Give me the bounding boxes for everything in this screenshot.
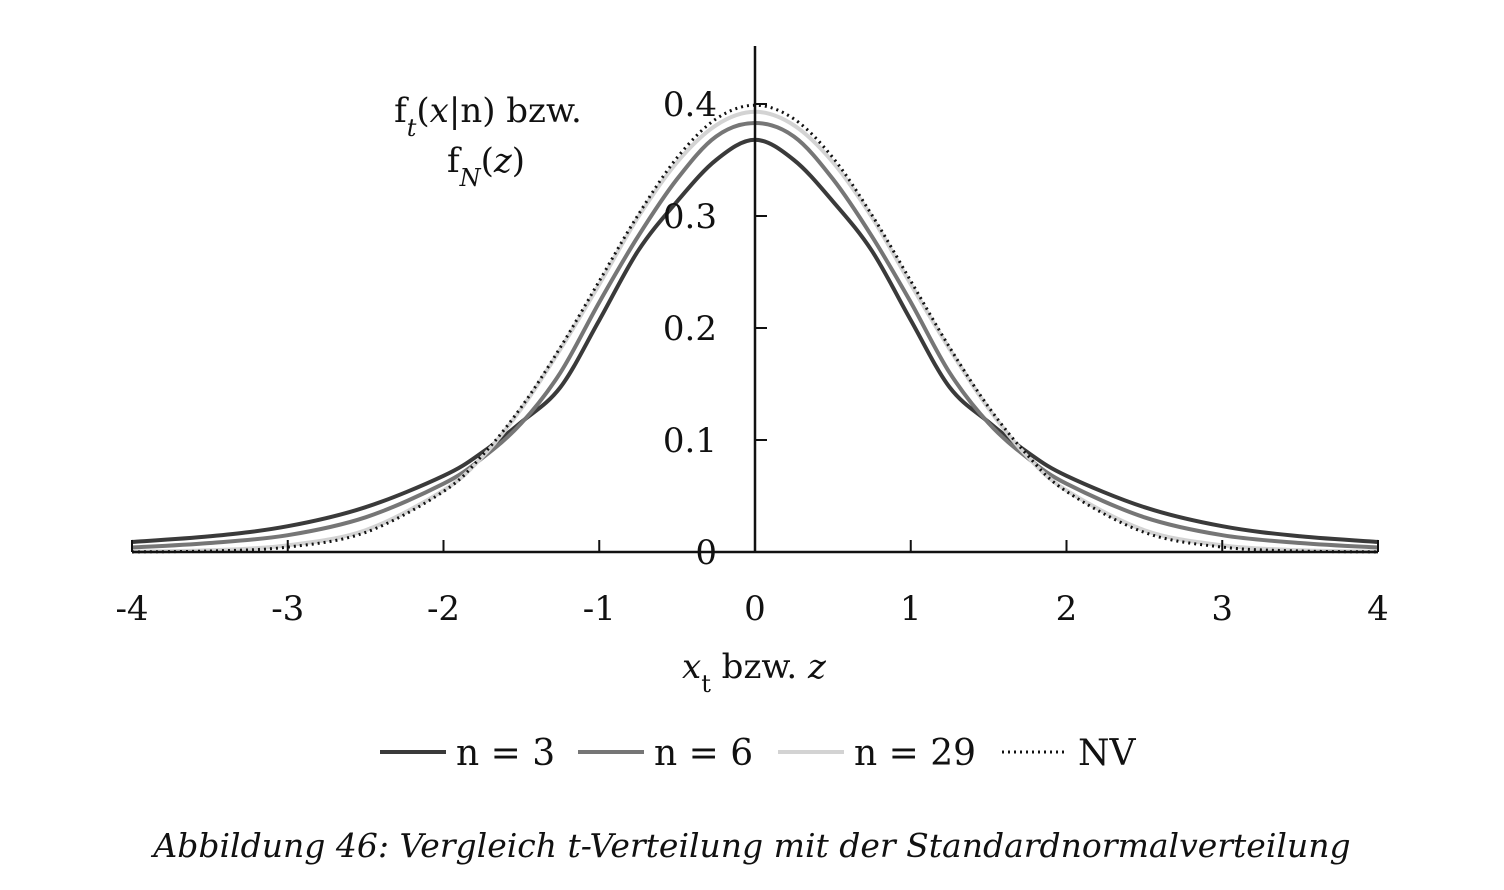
svg-text:fN(z): fN(z) xyxy=(447,141,525,192)
y-axis-title: ft(x|n) bzw. fN(z) xyxy=(394,91,582,192)
labels-layer: -4 -3 -2 -1 0 1 2 3 4 0 0.1 0.2 0.3 0.4 xyxy=(115,85,1388,629)
legend-label-1: n = 6 xyxy=(654,733,753,774)
x-tick-label-7: 3 xyxy=(1211,589,1233,629)
chart: -4 -3 -2 -1 0 1 2 3 4 0 0.1 0.2 0.3 0.4 ft(x|n) bzw. … xyxy=(115,46,1389,774)
x-tick-label-1: -3 xyxy=(271,589,304,629)
x-tick-label-2: -2 xyxy=(427,589,460,629)
x-tick-label-6: 2 xyxy=(1056,589,1078,629)
legend-label-0: n = 3 xyxy=(456,733,555,774)
x-tick-label-5: 1 xyxy=(900,589,922,629)
x-tick-label-4: 0 xyxy=(744,589,766,629)
y-tick-label-3: 0.3 xyxy=(663,197,717,237)
svg-text:xt bzw. z: xt bzw. z xyxy=(682,647,827,698)
x-tick-label-8: 4 xyxy=(1367,589,1389,629)
legend: n = 3 n = 6 n = 29 NV xyxy=(380,733,1137,774)
y-tick-label-2: 0.2 xyxy=(663,309,717,349)
x-tick-label-3: -1 xyxy=(583,589,616,629)
axes-layer xyxy=(131,46,1379,554)
legend-label-2: n = 29 xyxy=(854,733,976,774)
y-tick-label-0: 0 xyxy=(695,533,717,573)
x-tick-label-0: -4 xyxy=(115,589,148,629)
svg-text:ft(x|n) bzw.: ft(x|n) bzw. xyxy=(394,91,582,142)
legend-label-3: NV xyxy=(1078,733,1137,774)
series-line-3 xyxy=(131,103,1379,554)
x-axis-title: xt bzw. z xyxy=(682,647,827,698)
y-tick-label-1: 0.1 xyxy=(663,421,717,461)
y-tick-label-4: 0.4 xyxy=(663,85,717,125)
figure-caption: Abbildung 46: Vergleich t-Verteilung mit… xyxy=(153,826,1351,865)
